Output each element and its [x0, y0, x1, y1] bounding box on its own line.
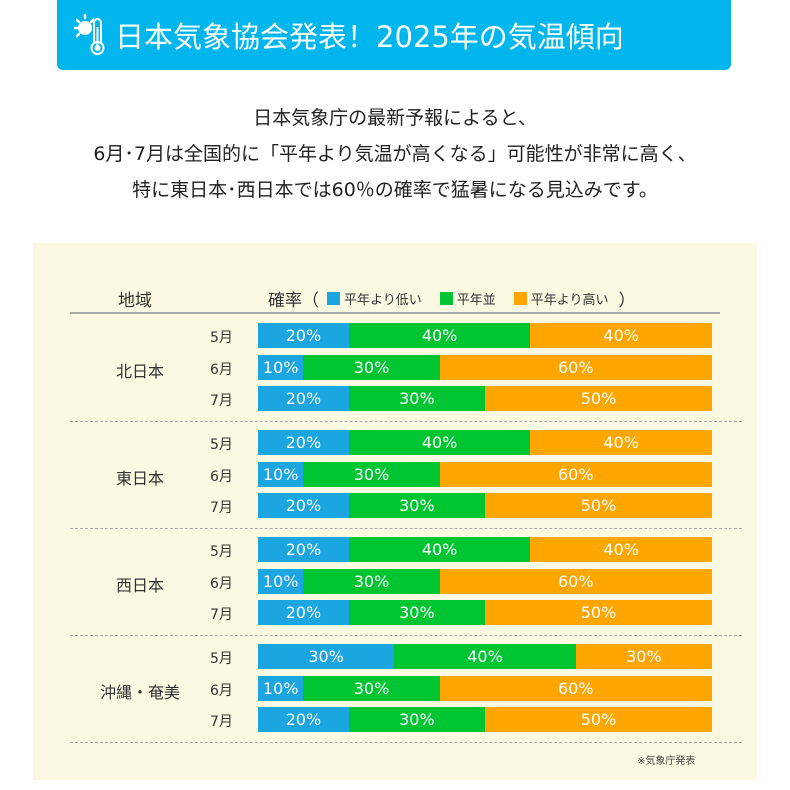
stacked-bar: 20% 30% 50%	[258, 707, 712, 732]
bar-segment-low: 10%	[258, 568, 304, 594]
month-label: 5月	[210, 330, 233, 346]
intro-text: 日本気象庁の最新予報によると、 6月･7月は全国的に「平年より気温が高くなる」可…	[0, 100, 790, 208]
bar-segment-low: 10%	[258, 354, 304, 380]
group-divider	[70, 527, 742, 529]
bar-segment-high: 30%	[575, 644, 712, 669]
bar-segment-low: 20%	[258, 707, 349, 732]
bar-segment-high: 60%	[439, 354, 712, 380]
bar-segment-low: 10%	[258, 675, 304, 701]
stacked-bar: 20% 30% 50%	[258, 493, 712, 518]
region-label: 北日本	[115, 361, 164, 381]
group-divider	[70, 634, 742, 636]
bar-segment-high: 50%	[484, 707, 712, 732]
title-banner: 日本気象協会発表！2025年の気温傾向	[57, 0, 731, 70]
header-divider	[70, 312, 720, 314]
bar-segment-high: 40%	[530, 430, 712, 455]
intro-line: 特に東日本･西日本では60％の確率で猛暑になる見込みです。	[132, 179, 658, 201]
bar-segment-low: 20%	[258, 323, 349, 348]
stacked-bar: 30% 40% 30%	[258, 644, 712, 669]
region-label: 沖縄・奄美	[99, 682, 180, 702]
bar-segment-normal: 30%	[303, 675, 440, 701]
bar-segment-normal: 30%	[303, 354, 440, 380]
legend-label: 平年より低い	[344, 293, 422, 308]
header-close: ）	[618, 291, 636, 311]
stacked-bar: 20% 40% 40%	[258, 537, 712, 562]
group-divider	[70, 420, 742, 422]
legend-label: 平年並	[456, 293, 496, 308]
bar-segment-high: 40%	[530, 323, 712, 348]
stacked-bar: 20% 30% 50%	[258, 600, 712, 625]
month-label: 7月	[210, 714, 233, 730]
bar-segment-high: 60%	[439, 675, 712, 701]
bar-segment-normal: 30%	[348, 493, 485, 518]
bar-segment-normal: 40%	[394, 644, 576, 669]
month-label: 6月	[210, 575, 233, 592]
month-label: 5月	[210, 437, 233, 453]
stacked-bar: 10% 30% 60%	[258, 461, 712, 487]
bar-segment-normal: 40%	[348, 323, 531, 348]
header-prob: 確率（	[268, 291, 319, 311]
bar-segment-normal: 40%	[348, 430, 531, 455]
month-label: 7月	[210, 393, 233, 409]
month-label: 5月	[210, 544, 233, 560]
bar-segment-normal: 30%	[348, 707, 485, 732]
month-label: 6月	[210, 361, 233, 378]
legend-swatch	[327, 292, 340, 305]
sun-thermometer-icon	[73, 13, 105, 55]
bar-segment-high: 40%	[530, 537, 712, 562]
bar-segment-low: 20%	[258, 430, 349, 455]
region-label: 東日本	[115, 468, 164, 488]
intro-line: 日本気象庁の最新予報によると、	[253, 107, 537, 129]
month-label: 5月	[210, 651, 233, 667]
month-label: 7月	[210, 500, 233, 516]
bar-segment-low: 10%	[258, 461, 304, 487]
legend-label: 平年より高い	[530, 293, 609, 308]
bar-segment-high: 60%	[439, 568, 712, 594]
bar-segment-low: 20%	[258, 386, 349, 411]
stacked-bar: 20% 30% 50%	[258, 386, 712, 411]
bar-segment-high: 50%	[484, 600, 712, 625]
group-divider	[70, 741, 742, 743]
month-label: 6月	[210, 682, 233, 699]
bar-segment-low: 20%	[258, 537, 349, 562]
intro-line: 6月･7月は全国的に「平年より気温が高くなる」可能性が非常に高く、	[93, 143, 697, 165]
stacked-bar: 10% 30% 60%	[258, 354, 712, 380]
bar-segment-high: 50%	[484, 493, 712, 518]
stacked-bar: 20% 40% 40%	[258, 323, 712, 348]
stacked-bar: 10% 30% 60%	[258, 675, 712, 701]
month-label: 7月	[210, 607, 233, 623]
bar-segment-high: 50%	[484, 386, 712, 411]
legend-swatch	[513, 292, 527, 305]
bar-segment-normal: 40%	[348, 537, 531, 562]
bar-segment-normal: 30%	[303, 568, 440, 594]
banner-title: 日本気象協会発表！2025年の気温傾向	[115, 20, 624, 54]
source-note: ※気象庁発表	[637, 756, 696, 767]
bar-segment-low: 30%	[258, 644, 395, 669]
stacked-bar: 20% 40% 40%	[258, 430, 712, 455]
bar-segment-low: 20%	[258, 600, 349, 625]
header-region: 地域	[118, 291, 152, 311]
legend-swatch	[439, 292, 453, 305]
bar-segment-low: 20%	[258, 493, 349, 518]
bar-segment-normal: 30%	[348, 600, 485, 625]
bar-segment-normal: 30%	[303, 461, 440, 487]
stacked-bar: 10% 30% 60%	[258, 568, 712, 594]
bar-segment-normal: 30%	[348, 386, 485, 411]
month-label: 6月	[210, 468, 233, 485]
bar-segment-high: 60%	[439, 461, 712, 487]
legend: 確率（ 平年より低い 平年並 平年より高い ）	[268, 286, 636, 311]
region-label: 西日本	[115, 575, 164, 595]
